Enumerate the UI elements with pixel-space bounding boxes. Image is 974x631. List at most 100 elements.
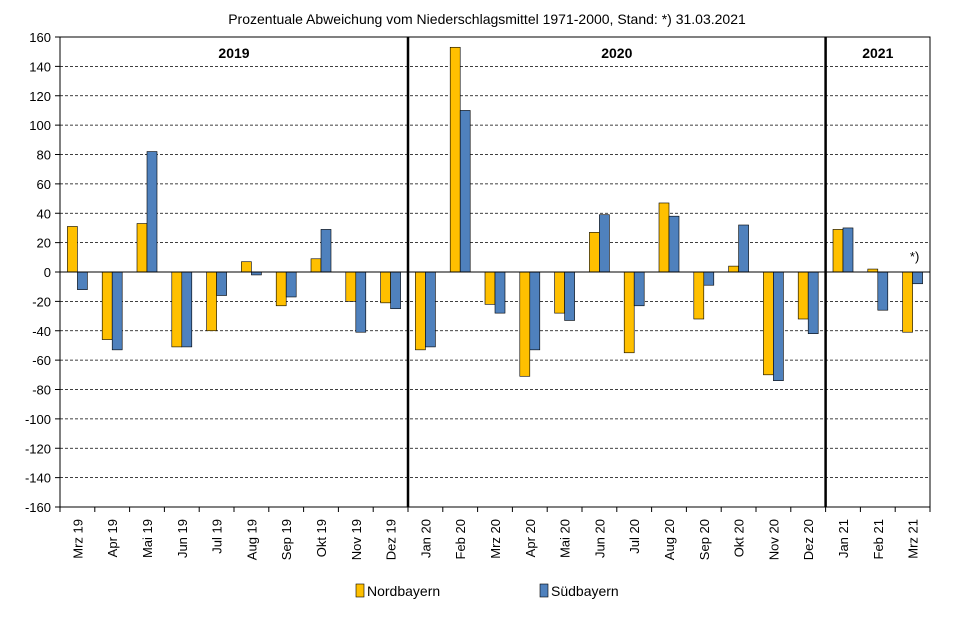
bar-nordbayern bbox=[763, 271, 774, 376]
bar-nordbayern bbox=[171, 271, 183, 348]
x-tick-label: Okt 20 bbox=[732, 519, 747, 557]
x-tick-label: Dez 20 bbox=[801, 519, 816, 560]
year-labels: 2019 2020 2021 bbox=[218, 45, 893, 61]
bar-suedbayern bbox=[320, 229, 332, 273]
x-tick-label: Jun 19 bbox=[175, 519, 190, 558]
bar-nordbayern bbox=[345, 271, 357, 302]
bar-suedbayern bbox=[877, 271, 889, 311]
y-tick-label: -160 bbox=[25, 500, 51, 515]
y-tick-label: -120 bbox=[25, 441, 51, 456]
bar-nordbayern bbox=[449, 46, 461, 273]
y-axis-ticks: 160 140 120 100 80 60 40 20 0 -20 -40 -60 -80 -100 -12… bbox=[25, 30, 60, 515]
x-tick-label: Jul 20 bbox=[627, 519, 642, 554]
legend: Nordbayern Südbayern bbox=[355, 583, 619, 599]
legend-swatch bbox=[355, 583, 365, 598]
x-tick-label: Sep 20 bbox=[697, 519, 712, 560]
bar-nordbayern bbox=[275, 271, 287, 307]
bar-nordbayern bbox=[832, 229, 844, 273]
year-label: 2020 bbox=[601, 45, 632, 61]
y-tick-label: 100 bbox=[29, 118, 51, 133]
bar-suedbayern bbox=[564, 271, 575, 321]
bar-suedbayern bbox=[181, 271, 193, 348]
bar-suedbayern bbox=[111, 271, 123, 351]
bar-suedbayern bbox=[842, 227, 854, 273]
legend-label: Südbayern bbox=[551, 583, 619, 599]
legend-swatch bbox=[539, 583, 549, 598]
y-tick-label: 20 bbox=[37, 236, 51, 251]
bar-nordbayern bbox=[728, 265, 739, 273]
y-tick-label: 160 bbox=[29, 30, 51, 45]
bar-nordbayern bbox=[206, 271, 217, 332]
y-tick-label: -140 bbox=[25, 471, 51, 486]
bar-suedbayern bbox=[703, 271, 715, 286]
y-tick-label: -20 bbox=[32, 294, 51, 309]
x-tick-label: Mrz 19 bbox=[70, 519, 85, 559]
bar-nordbayern bbox=[415, 271, 426, 351]
x-tick-label: Okt 19 bbox=[314, 519, 329, 557]
bar-nordbayern bbox=[101, 271, 113, 340]
x-tick-label: Feb 21 bbox=[871, 519, 886, 559]
bar-nordbayern bbox=[589, 232, 600, 273]
bar-suedbayern bbox=[355, 271, 367, 333]
bar-suedbayern bbox=[425, 271, 436, 348]
bar-suedbayern bbox=[494, 271, 506, 314]
y-tick-label: 60 bbox=[37, 177, 51, 192]
year-label: 2021 bbox=[862, 45, 893, 61]
bar-suedbayern bbox=[146, 151, 158, 273]
bar-nordbayern bbox=[658, 202, 670, 273]
bar-suedbayern bbox=[599, 214, 610, 273]
bar-suedbayern bbox=[633, 271, 645, 307]
x-tick-label: Mai 20 bbox=[558, 519, 573, 558]
bar-nordbayern bbox=[902, 271, 913, 333]
x-tick-label: Sep 19 bbox=[279, 519, 294, 560]
annotation-label: *) bbox=[910, 249, 919, 264]
x-tick-label: Jan 21 bbox=[836, 519, 851, 558]
x-tick-label: Mrz 21 bbox=[906, 519, 921, 559]
x-tick-label: Aug 20 bbox=[662, 519, 677, 560]
year-label: 2019 bbox=[218, 45, 249, 61]
x-tick-label: Jun 20 bbox=[592, 519, 607, 558]
bar-nordbayern bbox=[136, 223, 148, 273]
bar-suedbayern bbox=[668, 215, 680, 273]
y-tick-label: -40 bbox=[32, 324, 51, 339]
bar-nordbayern bbox=[623, 271, 635, 354]
bar-nordbayern bbox=[484, 271, 496, 305]
y-tick-label: -80 bbox=[32, 383, 51, 398]
bar-nordbayern bbox=[380, 271, 391, 304]
x-tick-label: Feb 20 bbox=[453, 519, 468, 559]
x-tick-label: Apr 19 bbox=[105, 519, 120, 557]
x-tick-label: Jan 20 bbox=[418, 519, 433, 558]
y-tick-label: -100 bbox=[25, 412, 51, 427]
y-tick-label: 0 bbox=[44, 265, 51, 280]
y-tick-label: 120 bbox=[29, 89, 51, 104]
bar-suedbayern bbox=[529, 271, 541, 351]
bar-nordbayern bbox=[693, 271, 705, 320]
gridlines bbox=[60, 65, 930, 479]
legend-label: Nordbayern bbox=[367, 583, 440, 599]
x-tick-label: Aug 19 bbox=[244, 519, 259, 560]
bar-suedbayern bbox=[77, 271, 88, 290]
x-axis-ticks: Mrz 19 Apr 19 Mai 19 Jun 19 Jul 19 Aug 19 Sep … bbox=[59, 507, 931, 560]
annotations: *) bbox=[910, 249, 919, 264]
y-tick-label: 40 bbox=[37, 206, 51, 221]
y-tick-label: 80 bbox=[37, 148, 51, 163]
plot-frame bbox=[59, 36, 931, 508]
chart-title: Prozentuale Abweichung vom Niederschlags… bbox=[228, 11, 746, 27]
x-tick-label: Mrz 20 bbox=[488, 519, 503, 559]
bar-suedbayern bbox=[773, 271, 784, 381]
x-tick-label: Nov 20 bbox=[766, 519, 781, 560]
x-tick-label: Nov 19 bbox=[349, 519, 364, 560]
bar-suedbayern bbox=[285, 271, 297, 298]
bar-suedbayern bbox=[912, 271, 923, 285]
bar-nordbayern bbox=[241, 261, 252, 273]
bar-suedbayern bbox=[807, 271, 819, 334]
x-tick-label: Jul 19 bbox=[210, 519, 225, 554]
bar-nordbayern bbox=[67, 226, 78, 273]
y-tick-label: 140 bbox=[29, 59, 51, 74]
bar-nordbayern bbox=[519, 271, 531, 377]
x-tick-label: Apr 20 bbox=[523, 519, 538, 557]
bar-nordbayern bbox=[310, 258, 322, 273]
bar-nordbayern bbox=[797, 271, 809, 320]
bar-suedbayern bbox=[459, 110, 471, 273]
